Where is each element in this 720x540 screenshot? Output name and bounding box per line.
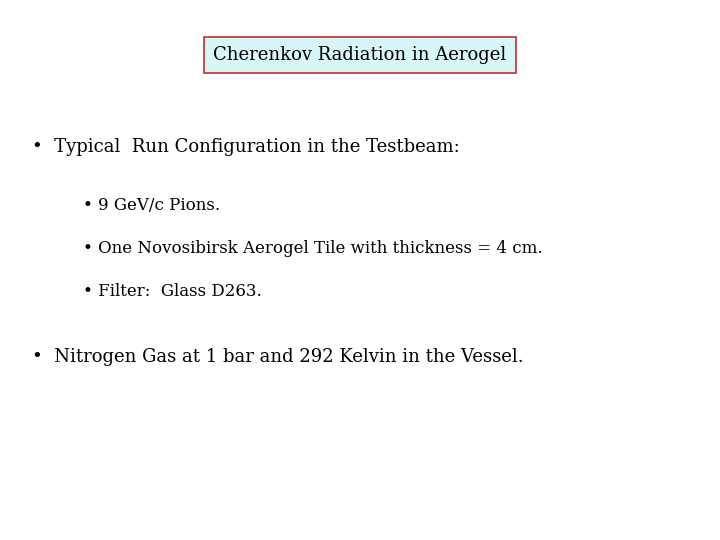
Text: •  Typical  Run Configuration in the Testbeam:: • Typical Run Configuration in the Testb… xyxy=(32,138,460,156)
Text: • 9 GeV/c Pions.: • 9 GeV/c Pions. xyxy=(83,197,220,214)
Text: Cherenkov Radiation in Aerogel: Cherenkov Radiation in Aerogel xyxy=(213,46,507,64)
Text: • One Novosibirsk Aerogel Tile with thickness = 4 cm.: • One Novosibirsk Aerogel Tile with thic… xyxy=(83,240,542,257)
Text: • Filter:  Glass D263.: • Filter: Glass D263. xyxy=(83,284,261,300)
Text: •  Nitrogen Gas at 1 bar and 292 Kelvin in the Vessel.: • Nitrogen Gas at 1 bar and 292 Kelvin i… xyxy=(32,348,524,366)
